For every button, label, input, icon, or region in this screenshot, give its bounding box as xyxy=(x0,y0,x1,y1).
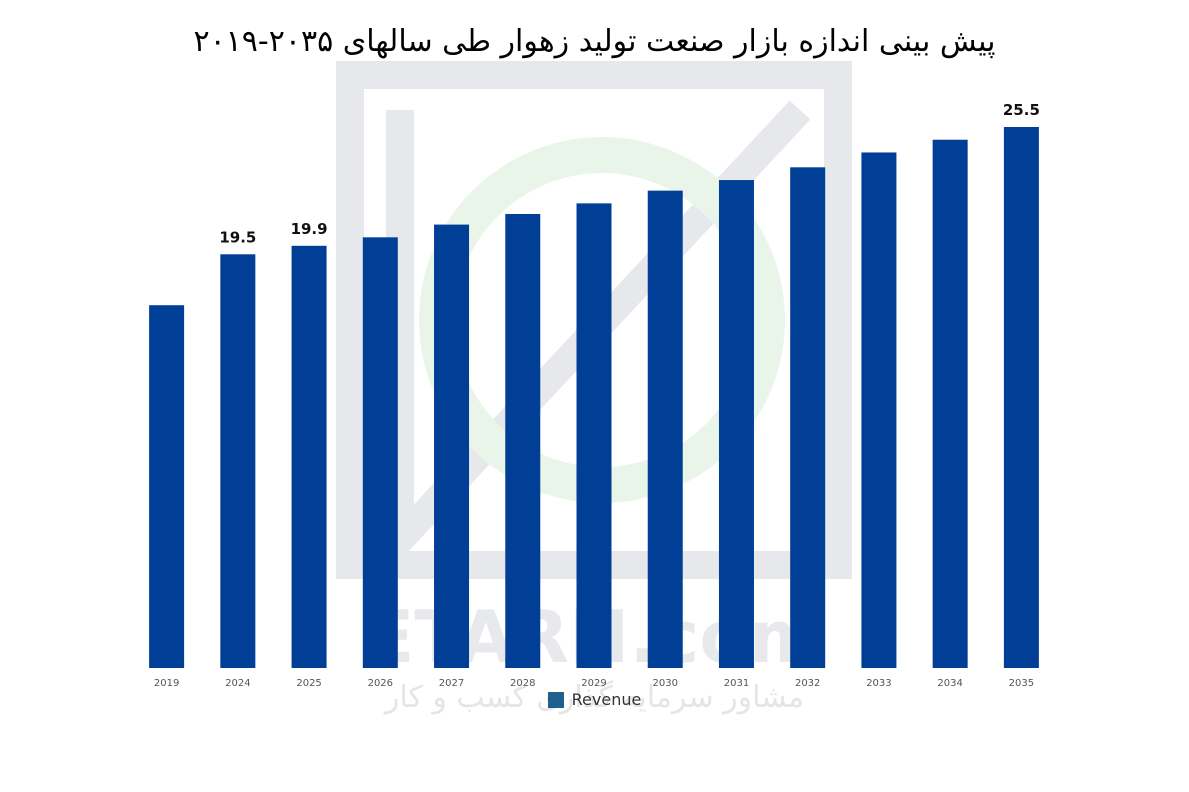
x-tick-label-2030: 2030 xyxy=(653,678,678,689)
bar-2028 xyxy=(505,213,541,668)
bar-2019 xyxy=(149,305,185,668)
data-label-2025: 19.9 xyxy=(291,220,328,238)
x-tick-label-2027: 2027 xyxy=(439,678,464,689)
bar-2034 xyxy=(932,139,968,668)
legend: Revenue xyxy=(0,690,1189,709)
bar-2035 xyxy=(1003,127,1039,668)
x-tick-label-2025: 2025 xyxy=(296,678,321,689)
data-labels-layer: 19.5 19.9 25.5 xyxy=(219,101,1040,246)
x-tick-label-2028: 2028 xyxy=(510,678,535,689)
bar-2026 xyxy=(362,237,398,668)
x-tick-label-2034: 2034 xyxy=(937,678,962,689)
x-tick-label-2026: 2026 xyxy=(368,678,393,689)
bar-2033 xyxy=(861,152,897,669)
bar-2031 xyxy=(718,180,754,668)
legend-swatch xyxy=(547,691,564,708)
x-tick-label-2029: 2029 xyxy=(581,678,606,689)
bar-2024 xyxy=(220,254,256,668)
data-label-2035: 25.5 xyxy=(1003,101,1040,119)
bars-layer xyxy=(149,127,1039,669)
x-tick-label-2019: 2019 xyxy=(154,678,179,689)
legend-label: Revenue xyxy=(571,690,642,709)
bar-2025 xyxy=(291,245,327,668)
data-label-2024: 19.5 xyxy=(219,228,256,246)
bar-2027 xyxy=(434,224,470,668)
bar-2029 xyxy=(576,203,612,668)
bar-2032 xyxy=(790,167,826,668)
x-tick-label-2032: 2032 xyxy=(795,678,820,689)
x-tick-label-2024: 2024 xyxy=(225,678,250,689)
x-tick-labels-layer: 2019 2024 2025 2026 2027 2028 2029 2030 2031 2032… xyxy=(154,678,1034,689)
x-tick-label-2035: 2035 xyxy=(1009,678,1034,689)
x-tick-label-2033: 2033 xyxy=(866,678,891,689)
x-tick-label-2031: 2031 xyxy=(724,678,749,689)
chart-title: پیش بینی اندازه بازار صنعت تولید زهوار ط… xyxy=(193,24,996,59)
bar-2030 xyxy=(647,190,683,668)
